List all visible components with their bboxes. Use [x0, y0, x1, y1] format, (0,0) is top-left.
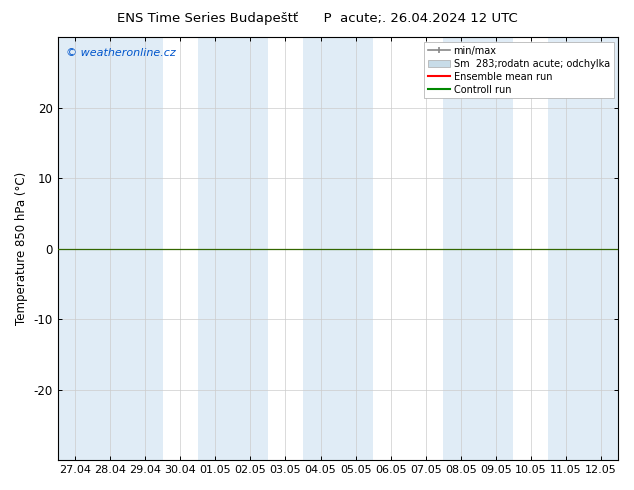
- Bar: [198, 37, 233, 460]
- Bar: [443, 37, 478, 460]
- Legend: min/max, Sm  283;rodatn acute; odchylka, Ensemble mean run, Controll run: min/max, Sm 283;rodatn acute; odchylka, …: [424, 42, 614, 98]
- Bar: [583, 37, 619, 460]
- Bar: [233, 37, 268, 460]
- Bar: [338, 37, 373, 460]
- Bar: [58, 37, 93, 460]
- Bar: [303, 37, 338, 460]
- Text: © weatheronline.cz: © weatheronline.cz: [66, 48, 176, 58]
- Text: ENS Time Series Budapeštť      P  acute;. 26.04.2024 12 UTC: ENS Time Series Budapeštť P acute;. 26.0…: [117, 12, 517, 25]
- Bar: [93, 37, 128, 460]
- Y-axis label: Temperature 850 hPa (°C): Temperature 850 hPa (°C): [15, 172, 28, 325]
- Bar: [478, 37, 514, 460]
- Bar: [548, 37, 583, 460]
- Bar: [128, 37, 163, 460]
